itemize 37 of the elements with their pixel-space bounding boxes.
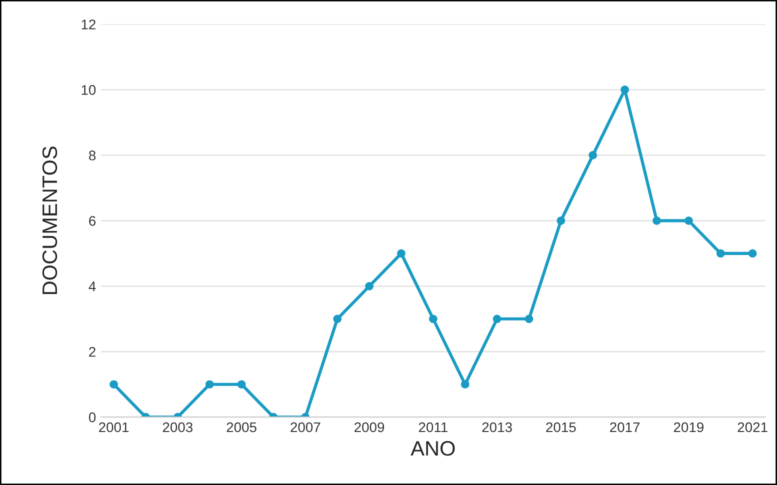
x-tick-label: 2003 <box>162 422 193 432</box>
point <box>429 314 438 324</box>
y-tick-label: 12 <box>82 20 96 30</box>
y-tick-label: 10 <box>82 85 96 95</box>
point <box>588 151 598 160</box>
y-tick-label: 8 <box>89 150 96 160</box>
point <box>652 216 661 225</box>
point <box>524 314 534 324</box>
x-tick-label: 2019 <box>674 422 704 432</box>
x-tick-label: 2007 <box>290 422 320 432</box>
point <box>365 282 374 290</box>
point <box>716 249 725 258</box>
point <box>684 216 693 225</box>
point <box>556 216 566 225</box>
point <box>460 380 470 389</box>
x-axis-title: ANO <box>410 441 455 456</box>
x-tick-label: 2015 <box>546 422 576 432</box>
y-tick-label: 4 <box>88 282 96 292</box>
x-tick-label: 2001 <box>99 422 129 432</box>
y-tick-label: 0 <box>88 412 96 422</box>
y-tick-label: 6 <box>89 216 96 226</box>
x-tick-label: 2017 <box>610 422 640 432</box>
point <box>333 314 342 324</box>
x-tick-label: 2005 <box>226 422 256 432</box>
x-tick-label: 2021 <box>738 422 768 432</box>
point <box>620 86 629 94</box>
x-tick-label: 2013 <box>482 422 512 432</box>
point <box>492 314 502 324</box>
y-tick-label: 2 <box>89 346 96 357</box>
point <box>205 380 214 389</box>
point <box>748 249 757 258</box>
point <box>397 249 406 258</box>
point <box>237 380 246 389</box>
x-tick-label: 2011 <box>418 422 448 432</box>
y-axis-title: DOCUMENTOS <box>42 146 58 294</box>
x-tick-label: 2009 <box>354 422 384 432</box>
point <box>110 380 118 389</box>
